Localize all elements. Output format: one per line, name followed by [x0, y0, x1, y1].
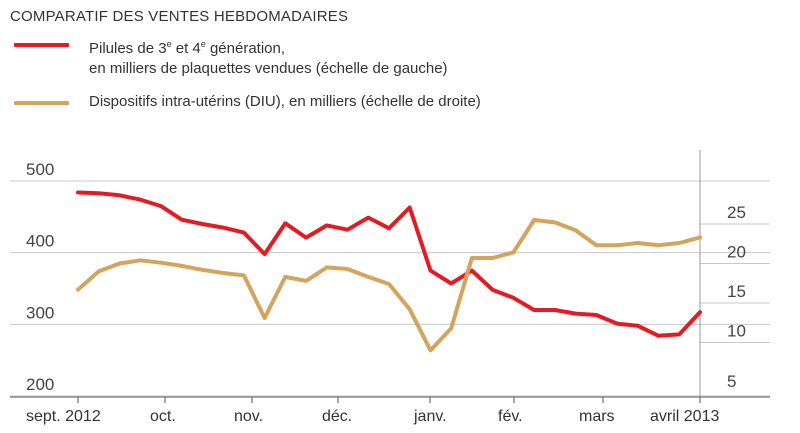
- x-tick-label: oct.: [150, 408, 176, 425]
- x-tick-label: déc.: [322, 408, 352, 425]
- y-right-tick-label: 25: [727, 203, 746, 222]
- x-tick-label: avril 2013: [650, 408, 719, 425]
- legend-label-diu: Dispositifs intra-utérins (DIU), en mill…: [89, 93, 481, 110]
- x-tick-label: nov.: [234, 408, 263, 425]
- y-right-tick-label: 5: [727, 372, 736, 391]
- chart-title: COMPARATIF DES VENTES HEBDOMADAIRES: [10, 8, 349, 25]
- x-tick-label: fév.: [498, 408, 523, 425]
- y-left-tick-label: 500: [26, 160, 54, 179]
- y-right-tick-label: 20: [727, 243, 746, 262]
- x-tick-label: sept. 2012: [26, 408, 101, 425]
- y-left-tick-label: 400: [26, 232, 54, 251]
- legend-entry-diu: Dispositifs intra-utérins (DIU), en mill…: [14, 92, 481, 112]
- y-left-tick-label: 200: [26, 375, 54, 394]
- y-right-tick-label: 10: [727, 322, 746, 341]
- series-line-diu: [76, 218, 702, 353]
- legend-swatch-pills: [14, 43, 69, 47]
- x-tick-label: mars: [579, 408, 615, 425]
- legend-pills-line2: en milliers de plaquettes vendues (échel…: [89, 60, 448, 77]
- y-left-tick-label: 300: [26, 303, 54, 322]
- y-right-tick-label: 15: [727, 282, 746, 301]
- legend-pills-line1: Pilules de 3e et 4e génération,: [89, 39, 286, 57]
- x-tick-label: janv.: [413, 408, 447, 425]
- legend-entry-pills: Pilules de 3e et 4e génération, en milli…: [14, 34, 448, 79]
- legend-label-pills: Pilules de 3e et 4e génération, en milli…: [89, 34, 448, 79]
- legend-swatch-diu: [14, 101, 69, 105]
- series-line-pills: [76, 190, 702, 338]
